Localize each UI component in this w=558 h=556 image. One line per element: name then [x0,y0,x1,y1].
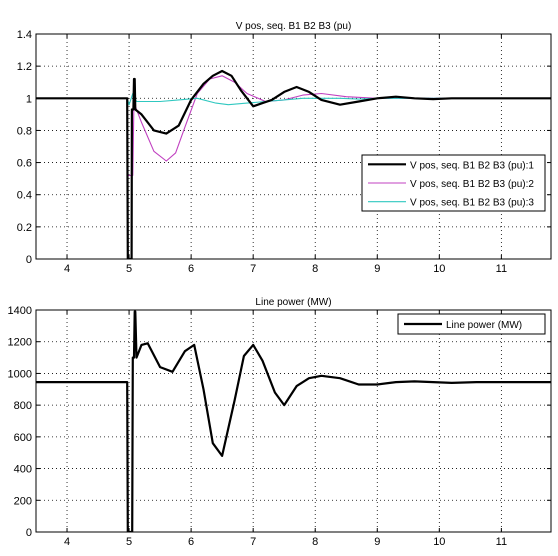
panel-1-title: V pos, seq. B1 B2 B3 (pu) [236,21,352,32]
panel-2-y-tick-label-0: 0 [26,527,32,539]
panel-2-y-tick-label-3: 600 [14,432,32,444]
panel-2-axes-frame [35,309,552,533]
panel-1-y-tick-label-0: 0 [26,254,32,266]
panel-1-legend-label-1: V pos, seq. B1 B2 B3 (pu):1 [410,160,534,171]
panel-1-x-tick-label-4: 8 [312,263,318,275]
panel-1-legend-label-2: V pos, seq. B1 B2 B3 (pu):2 [410,179,534,190]
panel-2-y-tick-label-5: 1000 [8,368,32,380]
panel-1-x-tick-label-1: 5 [126,263,132,275]
panel-1-legend-label-3: V pos, seq. B1 B2 B3 (pu):3 [410,198,534,209]
panel-2-x-tick-label-4: 8 [312,536,318,548]
panel-2-y-tick-label-6: 1200 [8,337,32,349]
panel-1-x-tick-label-2: 6 [188,263,194,275]
panel-2-title: Line power (MW) [255,297,331,308]
panel-2-legend-box [397,313,546,335]
panel-2-x-tick-label-2: 6 [188,536,194,548]
panel-2-y-tick-label-2: 400 [14,464,32,476]
panel-2-x-tick-label-0: 4 [64,536,70,548]
panel-2-x-tick-label-6: 10 [433,536,445,548]
panel-1-y-tick-label-4: 0.8 [17,125,32,137]
panel-2-y-tick-label-4: 800 [14,400,32,412]
panel-1-plot-area [36,34,551,259]
panel-2-y-tick-label-1: 200 [14,495,32,507]
panel-1-y-tick-label-6: 1.2 [17,61,32,73]
panel-1-y-tick-label-1: 0.2 [17,222,32,234]
panel-1-y-tick-label-3: 0.6 [17,158,32,170]
panel-2-x-tick-label-5: 9 [374,536,380,548]
panel-2-x-tick-label-7: 11 [496,536,507,548]
panel-1-x-tick-label-7: 11 [496,263,507,275]
panel-2-plot-area [36,310,551,532]
panel-1-y-tick-label-2: 0.4 [17,190,32,202]
panel-2-y-tick-label-7: 1400 [8,305,32,317]
panel-1-y-tick-label-5: 1 [26,93,32,105]
panel-1-axes-frame [35,33,552,260]
panel-2-x-tick-label-1: 5 [126,536,132,548]
panel-1-x-tick-label-5: 9 [374,263,380,275]
panel-1-y-tick-label-7: 1.4 [17,29,32,41]
panel-1-x-tick-label-0: 4 [64,263,70,275]
panel-1-x-tick-label-6: 10 [433,263,445,275]
panel-1-series-line-1 [36,69,551,259]
panel-2-x-tick-label-3: 7 [250,536,256,548]
panel-1-x-tick-label-3: 7 [250,263,256,275]
panel-2-legend-label-1: Line power (MW) [446,320,522,331]
panel-2-series-line-1 [36,310,551,532]
